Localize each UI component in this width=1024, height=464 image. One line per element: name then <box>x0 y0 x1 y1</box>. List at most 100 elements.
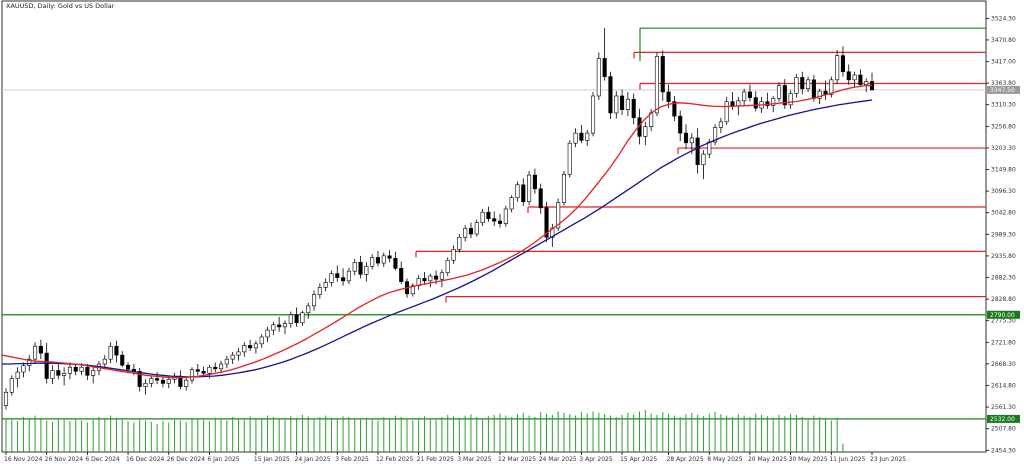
candle-body <box>91 370 96 376</box>
candle-body <box>370 257 375 267</box>
candle-body <box>666 91 671 102</box>
candle-body <box>811 79 816 99</box>
candle-body <box>689 137 694 144</box>
candle-body <box>858 74 863 85</box>
candle-body <box>422 278 427 282</box>
candle-body <box>364 266 369 275</box>
candle-body <box>428 275 433 282</box>
candle-body <box>439 272 444 280</box>
candle-body <box>544 207 549 238</box>
x-tick-label: 26 Nov 2024 <box>45 456 84 463</box>
candle-body <box>800 77 805 90</box>
candle-body <box>515 184 520 198</box>
price-badges: 2790.00 2532.00 3347.50 <box>987 85 1020 423</box>
candle-body <box>625 98 630 111</box>
candle-body <box>747 91 752 98</box>
candle-body <box>242 345 247 353</box>
y-tick-label: 2561.30 <box>991 404 1016 411</box>
candle-body <box>503 208 508 224</box>
candle-body <box>253 343 258 349</box>
candle-body <box>311 294 317 307</box>
candle-body <box>742 91 747 102</box>
x-tick-label: 26 Dec 2024 <box>167 456 206 463</box>
candle-body <box>579 132 584 141</box>
candle-body <box>21 365 26 373</box>
candle-body <box>149 378 154 384</box>
y-tick-label: 2614.80 <box>991 382 1016 389</box>
candle-body <box>219 363 224 370</box>
candle-body <box>840 55 845 73</box>
y-tick-label: 2882.30 <box>991 275 1016 282</box>
candle-body <box>207 366 212 374</box>
candle-body <box>3 391 9 406</box>
y-tick-label: 3470.80 <box>991 37 1016 44</box>
candle-body <box>730 101 735 106</box>
candle-body <box>271 324 276 331</box>
candle-body <box>614 95 619 114</box>
candle-body <box>497 220 503 224</box>
y-tick-label: 2721.80 <box>991 339 1016 346</box>
candle-body <box>44 352 49 379</box>
candle-body <box>864 81 869 85</box>
candle-body <box>561 173 567 203</box>
x-tick-label: 20 May 2025 <box>748 456 787 463</box>
price-badge-label: 2790.00 <box>990 312 1015 319</box>
candle-body <box>15 371 20 379</box>
candle-body <box>67 366 72 374</box>
y-tick-label: 2454.30 <box>991 447 1016 454</box>
candle-body <box>79 366 84 372</box>
candle-body <box>358 261 363 275</box>
x-tick-label: 3 Apr 2025 <box>579 456 612 463</box>
candle-body <box>375 257 381 264</box>
candle-body <box>707 141 712 155</box>
candle-body <box>556 202 561 229</box>
candle-body <box>724 101 729 123</box>
price-badge-label: 3347.50 <box>990 87 1015 94</box>
candle-body <box>736 100 741 106</box>
candle-body <box>521 184 526 203</box>
candle-body <box>678 115 683 134</box>
candle-body <box>538 188 543 209</box>
candle-body <box>335 273 340 278</box>
candle-body <box>776 85 782 99</box>
candle-body <box>846 71 851 81</box>
candle-body <box>713 127 718 143</box>
candle-body <box>137 370 142 387</box>
y-tick-label: 3363.80 <box>991 80 1016 87</box>
candle-body <box>195 369 200 372</box>
candle-body <box>468 228 474 235</box>
candle-body <box>590 95 596 134</box>
candle-body <box>463 228 468 238</box>
candle-body <box>573 132 578 144</box>
y-tick-label: 2507.80 <box>991 426 1016 433</box>
candle-body <box>532 174 537 190</box>
x-tick-label: 28 Apr 2025 <box>667 456 704 463</box>
candle-body <box>445 259 450 274</box>
candle-body <box>236 351 241 356</box>
y-tick-label: 2935.80 <box>991 253 1016 260</box>
candle-body <box>654 56 659 114</box>
candle-body <box>509 197 514 210</box>
y-tick-label: 3524.30 <box>991 15 1016 22</box>
candle-body <box>567 142 572 175</box>
candle-body <box>393 257 398 269</box>
candle-body <box>288 314 293 324</box>
candle-body <box>224 358 229 365</box>
x-tick-label: 24 Jan 2025 <box>295 456 331 463</box>
candle-body <box>9 378 14 393</box>
volume-bars <box>5 410 844 452</box>
candle-body <box>259 336 264 345</box>
chart-title: XAUUSD, Daily: Gold vs US Dollar <box>6 2 115 10</box>
candle-body <box>387 255 392 259</box>
x-tick-label: 12 Mar 2025 <box>498 456 536 463</box>
candle-body <box>85 366 90 376</box>
candle-body <box>184 379 189 387</box>
candle-body <box>527 174 532 203</box>
y-tick-label: 2989.30 <box>991 231 1016 238</box>
x-tick-label: 3 Feb 2025 <box>335 456 369 463</box>
candle-body <box>451 249 456 261</box>
candle-body <box>27 358 32 366</box>
candle-body <box>399 268 404 282</box>
